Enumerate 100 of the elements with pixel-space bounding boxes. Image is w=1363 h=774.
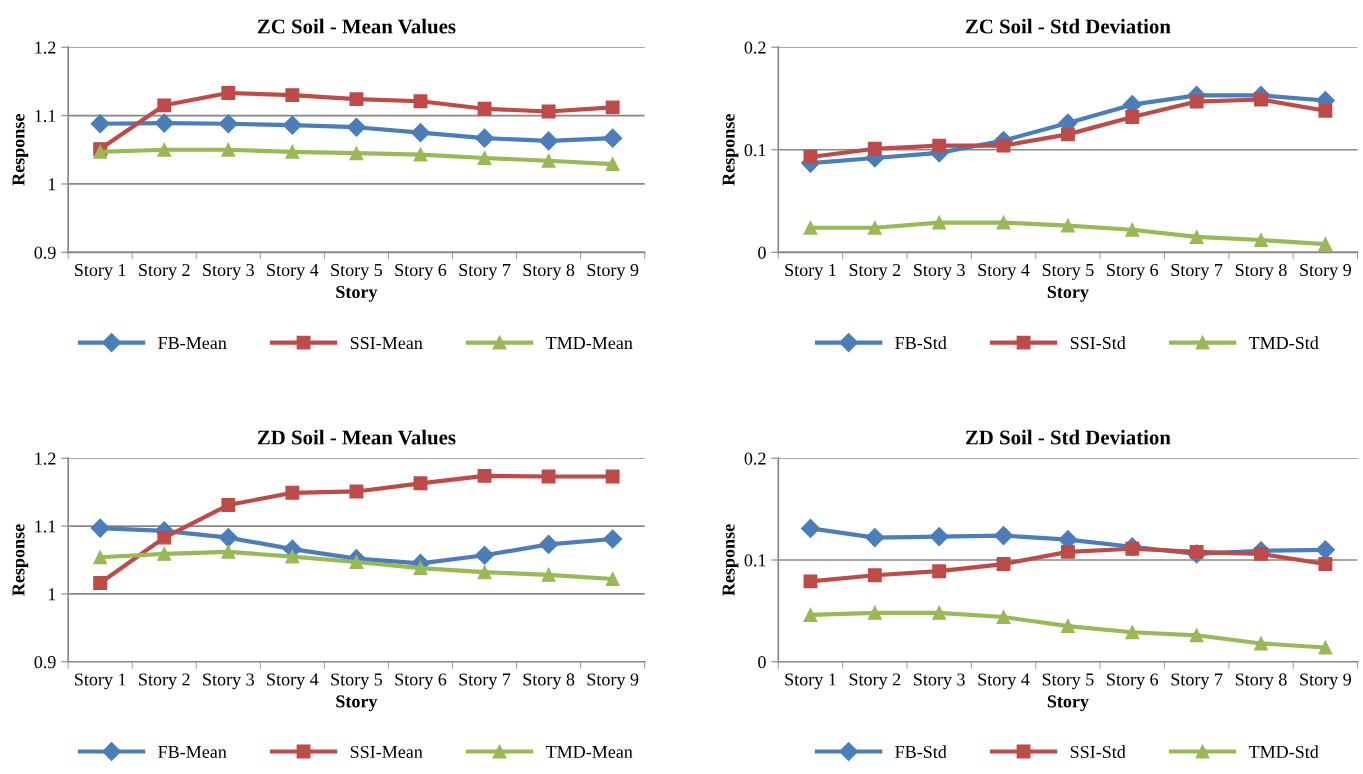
x-tick-label: Story 8 bbox=[1235, 673, 1287, 690]
point bbox=[1125, 110, 1140, 124]
point bbox=[413, 561, 428, 576]
x-tick-label: Story 1 bbox=[785, 673, 836, 690]
y-tick-label: 0.1 bbox=[744, 554, 766, 567]
point bbox=[800, 518, 820, 538]
point bbox=[221, 498, 236, 512]
point bbox=[475, 128, 495, 148]
x-tick-label: Story 5 bbox=[331, 263, 383, 280]
point bbox=[1189, 229, 1204, 244]
point bbox=[1318, 103, 1333, 118]
x-tick-label: Story 5 bbox=[1042, 673, 1094, 690]
x-tick-label: Story 6 bbox=[395, 673, 447, 690]
point bbox=[803, 574, 818, 589]
x-tick-label: Story 9 bbox=[587, 673, 639, 690]
y-axis-title: Response bbox=[722, 524, 739, 596]
legend-label: SSI-Std bbox=[1070, 745, 1126, 759]
chart-title: ZD Soil - Std Deviation bbox=[965, 429, 1171, 445]
x-tick-label: Story 4 bbox=[978, 263, 1030, 280]
point bbox=[349, 92, 364, 107]
point bbox=[867, 141, 882, 156]
legend-label: FB-Std bbox=[895, 745, 947, 759]
legend-label: TMD-Mean bbox=[545, 746, 633, 759]
point bbox=[865, 528, 885, 548]
point bbox=[541, 153, 556, 168]
point bbox=[1189, 628, 1204, 643]
point bbox=[1318, 640, 1333, 655]
point bbox=[1254, 546, 1268, 561]
point bbox=[867, 605, 882, 620]
x-tick-label: Story 7 bbox=[1171, 673, 1223, 690]
point bbox=[803, 608, 818, 622]
x-tick-label: Story 5 bbox=[1042, 263, 1094, 280]
x-tick-label: Story 8 bbox=[1235, 263, 1287, 280]
x-tick-label: Story 1 bbox=[75, 673, 126, 690]
x-tick-label: Story 1 bbox=[785, 263, 836, 280]
legend-label: SSI-Std bbox=[1070, 336, 1126, 350]
point bbox=[605, 572, 620, 586]
legend-label: FB-Std bbox=[895, 336, 947, 350]
point bbox=[932, 564, 947, 579]
point bbox=[1060, 544, 1075, 559]
y-tick-label: 1.2 bbox=[35, 452, 56, 465]
legend-label: TMD-Mean bbox=[545, 337, 633, 350]
x-tick-label: Story 6 bbox=[1107, 673, 1159, 690]
point bbox=[1125, 625, 1140, 640]
x-tick-label: Story 8 bbox=[523, 263, 575, 280]
point bbox=[932, 215, 947, 230]
legend-label: TMD-Std bbox=[1248, 336, 1319, 350]
y-tick-label: 0 bbox=[758, 656, 766, 669]
point bbox=[867, 568, 882, 583]
x-axis-title: Story bbox=[336, 285, 378, 302]
x-tick-label: Story 7 bbox=[459, 673, 511, 690]
point bbox=[541, 104, 556, 119]
y-tick-label: 1.1 bbox=[35, 109, 56, 123]
y-axis-title: Response bbox=[722, 114, 739, 186]
point bbox=[929, 527, 949, 547]
point bbox=[93, 550, 108, 565]
point bbox=[285, 88, 300, 103]
x-axis-title: Story bbox=[1047, 695, 1089, 712]
x-axis-title: Story bbox=[336, 695, 378, 712]
x-tick-label: Story 2 bbox=[139, 673, 190, 690]
point bbox=[932, 605, 947, 620]
point bbox=[803, 220, 818, 235]
point bbox=[221, 142, 236, 157]
point bbox=[285, 144, 300, 159]
x-tick-label: Story 8 bbox=[523, 673, 575, 690]
legend-label: FB-Mean bbox=[158, 337, 227, 350]
point bbox=[477, 151, 492, 165]
point bbox=[221, 544, 236, 559]
point bbox=[157, 530, 172, 545]
point bbox=[996, 557, 1011, 572]
point bbox=[413, 476, 428, 491]
point bbox=[605, 100, 620, 115]
y-axis-title: Response bbox=[12, 524, 29, 596]
point bbox=[996, 610, 1011, 624]
point bbox=[1315, 540, 1335, 560]
x-tick-label: Story 9 bbox=[587, 263, 639, 280]
point bbox=[154, 113, 174, 133]
x-tick-label: Story 6 bbox=[395, 263, 447, 280]
point bbox=[90, 114, 110, 134]
y-tick-label: 1 bbox=[48, 178, 56, 191]
point bbox=[93, 576, 108, 591]
x-tick-label: Story 7 bbox=[459, 263, 511, 280]
point bbox=[1254, 92, 1268, 107]
point bbox=[996, 215, 1011, 230]
x-tick-label: Story 9 bbox=[1300, 673, 1351, 690]
legend-label: SSI-Mean bbox=[350, 745, 423, 759]
point bbox=[1318, 557, 1333, 572]
point bbox=[157, 98, 172, 113]
point bbox=[603, 529, 623, 549]
y-tick-label: 1.1 bbox=[35, 520, 56, 533]
point bbox=[1254, 636, 1268, 651]
y-tick-label: 1.2 bbox=[35, 41, 56, 54]
point bbox=[603, 128, 623, 148]
x-tick-label: Story 6 bbox=[1107, 263, 1159, 280]
point bbox=[218, 528, 238, 548]
point bbox=[1125, 222, 1140, 237]
point bbox=[996, 138, 1011, 153]
point bbox=[282, 115, 302, 135]
y-tick-label: 0.9 bbox=[34, 656, 56, 669]
point bbox=[994, 526, 1014, 546]
